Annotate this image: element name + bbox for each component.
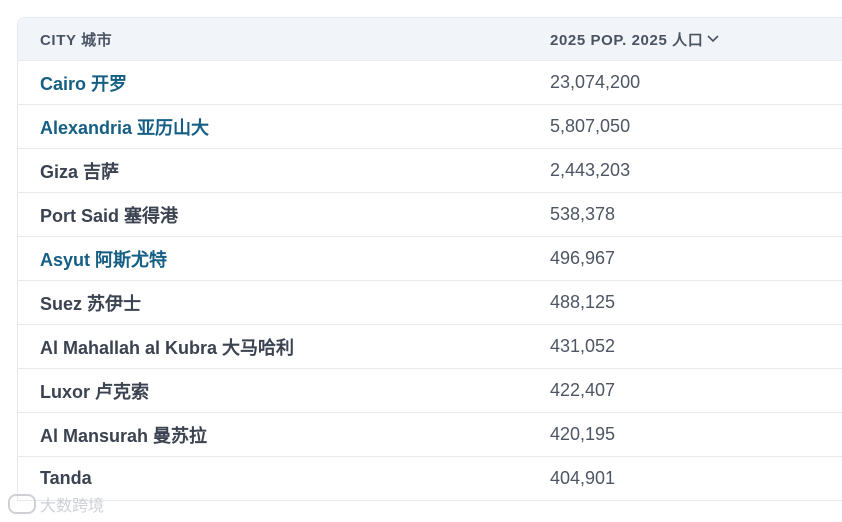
city-link[interactable]: Cairo 开罗 <box>40 73 128 94</box>
population-cell: 538,378 <box>550 204 616 224</box>
city-link[interactable]: Asyut 阿斯尤特 <box>40 249 168 270</box>
population-cell: 5,807,050 <box>550 116 631 136</box>
watermark: 大数跨境 <box>8 492 104 516</box>
city-cell: Tanda <box>40 468 92 488</box>
table-row: Cairo 开罗 23,074,200 <box>18 61 842 105</box>
city-cell: Al Mansurah 曼苏拉 <box>40 425 208 446</box>
population-cell: 420,195 <box>550 424 616 444</box>
table-row: Al Mansurah 曼苏拉 420,195 <box>18 413 842 457</box>
column-header-population[interactable]: 2025 POP. 2025 人口 <box>550 29 719 50</box>
city-cell: Al Mahallah al Kubra 大马哈利 <box>40 337 295 358</box>
table-row: Giza 吉萨 2,443,203 <box>18 149 842 193</box>
population-cell: 23,074,200 <box>550 72 641 92</box>
table-row: Alexandria 亚历山大 5,807,050 <box>18 105 842 149</box>
city-cell: Giza 吉萨 <box>40 161 120 182</box>
population-cell: 404,901 <box>550 468 616 488</box>
city-link[interactable]: Alexandria 亚历山大 <box>40 117 210 138</box>
city-population-table: CITY 城市 2025 POP. 2025 人口 Cairo 开罗 23,074… <box>17 17 842 501</box>
watermark-logo-icon <box>8 494 36 514</box>
city-cell: Luxor 卢克索 <box>40 381 150 402</box>
watermark-text: 大数跨境 <box>40 498 105 515</box>
population-cell: 496,967 <box>550 248 616 268</box>
city-cell: Port Said 塞得港 <box>40 205 179 226</box>
population-cell: 431,052 <box>550 336 616 356</box>
table-row: Port Said 塞得港 538,378 <box>18 193 842 237</box>
chevron-down-icon[interactable] <box>707 32 719 46</box>
table-body: Cairo 开罗 23,074,200 Alexandria 亚历山大 5,807,0… <box>18 61 842 501</box>
table-row: Al Mahallah al Kubra 大马哈利 431,052 <box>18 325 842 369</box>
city-cell: Suez 苏伊士 <box>40 293 142 314</box>
column-header-city[interactable]: CITY 城市 <box>40 31 113 49</box>
table-row: Tanda 404,901 <box>18 457 842 501</box>
population-cell: 422,407 <box>550 380 616 400</box>
population-cell: 2,443,203 <box>550 160 631 180</box>
table-row: Asyut 阿斯尤特 496,967 <box>18 237 842 281</box>
table-row: Luxor 卢克索 422,407 <box>18 369 842 413</box>
column-header-population-label: 2025 POP. 2025 人口 <box>550 31 704 49</box>
table-header: CITY 城市 2025 POP. 2025 人口 <box>18 18 842 61</box>
population-cell: 488,125 <box>550 292 616 312</box>
table-row: Suez 苏伊士 488,125 <box>18 281 842 325</box>
